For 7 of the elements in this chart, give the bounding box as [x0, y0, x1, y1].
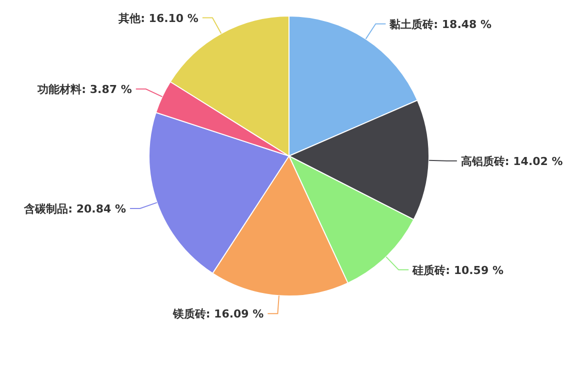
slice-label: 高铝质砖: 14.02 % [460, 154, 563, 168]
slice-label: 含碳制品: 20.84 % [23, 202, 126, 216]
slice-label: 硅质砖: 10.59 % [412, 264, 504, 277]
slice-label: 功能材料: 3.87 % [36, 83, 132, 96]
slice-label: 黏土质砖: 18.48 % [388, 18, 492, 31]
slice-label: 镁质砖: 16.09 % [172, 308, 264, 321]
slice-label: 其他: 16.10 % [118, 12, 198, 25]
